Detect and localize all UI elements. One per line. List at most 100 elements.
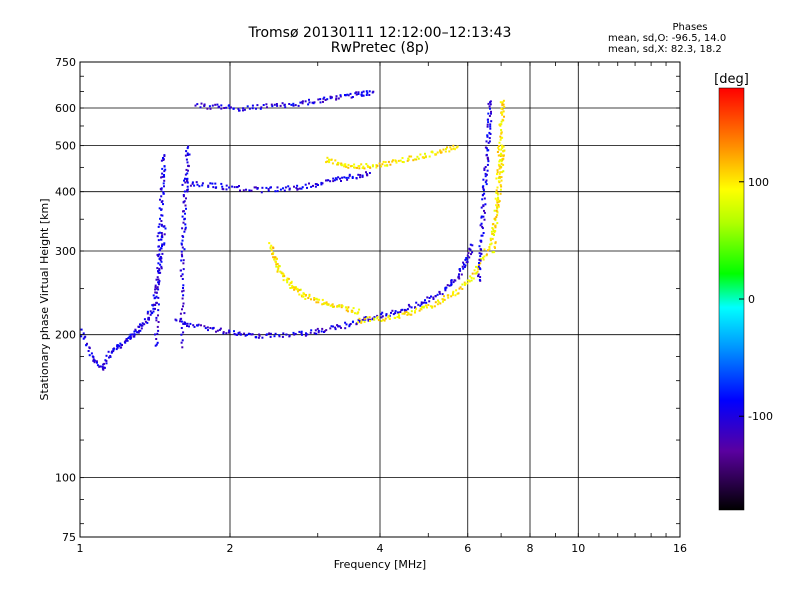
data-point (160, 257, 163, 260)
data-point (329, 304, 332, 307)
data-point (365, 316, 368, 318)
data-point (207, 184, 210, 187)
data-point (160, 260, 163, 263)
data-point (464, 283, 467, 285)
data-point (358, 319, 361, 322)
data-point (227, 331, 230, 334)
data-point (184, 181, 187, 184)
data-point (156, 286, 159, 289)
data-point (497, 146, 500, 149)
data-point (180, 320, 183, 323)
data-point (479, 224, 482, 227)
data-point (182, 305, 184, 308)
data-point (431, 306, 434, 309)
x-tick-label: 8 (527, 542, 534, 555)
data-point (373, 316, 376, 319)
data-point (443, 295, 445, 298)
data-point (434, 301, 437, 304)
data-point (228, 330, 231, 333)
data-point (497, 154, 500, 157)
data-point (420, 308, 423, 311)
x-tick-label: 6 (464, 542, 471, 555)
data-point (271, 105, 274, 108)
data-point (212, 327, 215, 330)
data-point (221, 185, 224, 188)
data-point (157, 270, 159, 273)
data-point (336, 305, 339, 308)
data-point (158, 248, 161, 251)
data-point (181, 215, 184, 218)
data-point (502, 110, 505, 113)
data-point (215, 186, 218, 189)
data-point (228, 186, 231, 189)
data-point (455, 289, 458, 292)
data-point (501, 102, 504, 105)
data-point (495, 191, 498, 194)
data-point (499, 192, 502, 195)
data-point (238, 109, 241, 112)
data-point (497, 205, 500, 208)
data-point (160, 176, 163, 179)
data-point (478, 267, 481, 270)
data-point (501, 101, 504, 104)
data-point (501, 144, 503, 147)
data-point (156, 253, 159, 256)
data-point (283, 275, 286, 278)
data-point (154, 333, 156, 336)
data-point (495, 177, 498, 180)
data-point (495, 216, 498, 218)
data-point (80, 335, 83, 338)
data-point (284, 106, 287, 109)
data-point (251, 104, 254, 107)
data-point (501, 147, 504, 149)
data-point (254, 186, 257, 189)
data-point (248, 107, 251, 110)
data-point (272, 256, 275, 259)
data-point (313, 298, 316, 301)
data-point (378, 162, 381, 165)
data-point (482, 189, 485, 192)
data-point (359, 176, 361, 179)
data-point (371, 164, 374, 167)
data-point (222, 331, 225, 334)
data-point (258, 333, 261, 336)
data-point (498, 160, 501, 163)
data-point (480, 252, 483, 255)
data-point (184, 177, 186, 180)
data-point (351, 96, 354, 98)
data-point (445, 148, 447, 150)
data-point (184, 223, 187, 226)
data-point (498, 172, 501, 175)
data-point (301, 100, 304, 103)
data-point (233, 330, 235, 333)
data-point (107, 350, 110, 353)
data-point (127, 337, 130, 339)
data-point (338, 304, 341, 307)
data-point (181, 183, 184, 186)
data-point (296, 188, 299, 191)
phase-stats: Phases mean, sd,O: -96.5, 14.0 mean, sd,… (590, 22, 790, 55)
data-point (480, 215, 483, 218)
data-point (388, 314, 391, 317)
data-point (182, 194, 185, 196)
data-point (490, 112, 492, 115)
data-points (80, 90, 506, 371)
data-point (454, 148, 456, 151)
data-point (366, 92, 369, 94)
data-point (406, 313, 409, 316)
data-point (300, 332, 303, 334)
data-point (407, 313, 410, 316)
data-point (357, 93, 360, 95)
x-tick-label: 16 (673, 542, 687, 555)
data-point (237, 332, 240, 335)
data-point (490, 242, 493, 245)
data-point (160, 220, 163, 222)
data-point (161, 245, 163, 247)
data-point (184, 322, 187, 325)
data-point (211, 104, 214, 107)
data-point (277, 267, 280, 270)
colorbar-tick-label: 0 (748, 293, 755, 306)
data-point (251, 333, 254, 336)
data-point (383, 319, 386, 322)
data-point (157, 278, 160, 281)
